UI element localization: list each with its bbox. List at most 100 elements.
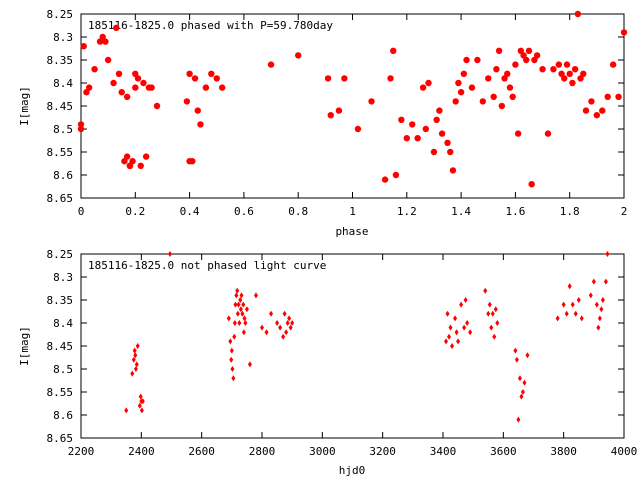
unphased-data-point bbox=[492, 333, 497, 340]
unphased-x-tick-label: 3200 bbox=[369, 445, 396, 458]
phased-data-point bbox=[218, 84, 226, 91]
unphased-data-point bbox=[447, 333, 452, 340]
phased-data-point bbox=[544, 130, 552, 137]
unphased-y-axis-label: I[mag] bbox=[18, 326, 31, 366]
phased-data-point bbox=[593, 112, 601, 119]
phased-data-point bbox=[457, 89, 465, 96]
phased-data-point bbox=[599, 107, 606, 114]
phased-data-point bbox=[99, 33, 106, 41]
phased-data-point bbox=[550, 66, 557, 73]
phased-data-point bbox=[433, 116, 440, 124]
unphased-data-point bbox=[244, 306, 249, 313]
phased-data-point bbox=[129, 158, 136, 165]
unphased-data-point bbox=[573, 310, 578, 317]
phased-data-point bbox=[504, 70, 511, 78]
phased-data-point bbox=[582, 107, 590, 114]
unphased-x-axis-label: hjd0 bbox=[339, 464, 366, 477]
unphased-data-point bbox=[241, 329, 246, 336]
phased-data-point bbox=[479, 98, 487, 105]
phased-x-tick-label: 1.4 bbox=[451, 205, 471, 218]
unphased-x-tick-label: 3400 bbox=[430, 445, 457, 458]
unphased-data-point bbox=[513, 347, 518, 354]
unphased-data-point bbox=[232, 333, 237, 340]
phased-data-point bbox=[327, 112, 334, 119]
phased-data-point bbox=[574, 10, 582, 18]
unphased-data-point bbox=[290, 320, 295, 326]
phased-x-tick-label: 0 bbox=[78, 205, 85, 218]
unphased-data-point bbox=[454, 329, 459, 336]
phased-data-point bbox=[414, 135, 421, 142]
phased-data-point bbox=[102, 38, 109, 45]
unphased-y-ticks: 8.25 8.3 8.35 8.4 8.45 8.5 8.55 8.6 8.65 bbox=[47, 248, 624, 445]
phased-data-point bbox=[533, 52, 541, 59]
unphased-data-point bbox=[240, 310, 245, 317]
phased-chart-title: 185116-1825.0 phased with P=59.780day bbox=[88, 19, 333, 32]
phased-data-point bbox=[512, 61, 519, 68]
unphased-data-point bbox=[487, 301, 492, 308]
phased-data-point bbox=[186, 70, 193, 78]
phased-data-point bbox=[191, 75, 199, 82]
unphased-data-point bbox=[490, 310, 495, 317]
unphased-data-point bbox=[135, 343, 140, 349]
unphased-data-point bbox=[242, 315, 247, 322]
unphased-data-point bbox=[456, 338, 461, 345]
unphased-data-point bbox=[525, 352, 530, 359]
phased-data-point bbox=[523, 56, 530, 64]
phased-points bbox=[77, 10, 628, 188]
phased-data-point bbox=[425, 79, 432, 87]
phased-data-point bbox=[140, 79, 147, 87]
unphased-data-point bbox=[516, 416, 521, 423]
phased-data-point bbox=[113, 24, 120, 31]
phased-data-point bbox=[580, 70, 587, 78]
phased-x-axis-label: phase bbox=[335, 225, 368, 238]
phased-data-point bbox=[208, 70, 215, 78]
unphased-data-point bbox=[234, 292, 239, 299]
unphased-data-point bbox=[132, 347, 137, 354]
phased-data-point bbox=[123, 93, 131, 101]
phased-data-point bbox=[531, 56, 538, 64]
phased-data-point bbox=[115, 70, 123, 78]
phased-data-point bbox=[137, 162, 144, 169]
phased-data-point bbox=[566, 70, 573, 78]
unphased-data-point bbox=[137, 402, 142, 409]
unphased-data-point bbox=[237, 320, 242, 326]
phased-data-point bbox=[571, 66, 579, 73]
unphased-y-tick-label: 8.25 bbox=[47, 248, 74, 261]
phased-data-point bbox=[609, 61, 617, 68]
unphased-data-point bbox=[229, 356, 234, 363]
unphased-data-point bbox=[579, 315, 584, 322]
unphased-data-point bbox=[489, 324, 494, 331]
phased-data-point bbox=[148, 84, 155, 91]
unphased-data-point bbox=[522, 379, 527, 386]
unphased-points bbox=[124, 251, 610, 423]
unphased-data-point bbox=[486, 310, 491, 317]
unphased-data-point bbox=[287, 315, 292, 322]
unphased-data-point bbox=[599, 306, 604, 313]
unphased-x-tick-label: 2600 bbox=[188, 445, 215, 458]
unphased-data-point bbox=[133, 366, 138, 372]
phased-y-tick-label: 8.5 bbox=[53, 123, 73, 136]
phased-data-point bbox=[555, 61, 563, 68]
phased-data-point bbox=[474, 56, 481, 64]
unphased-y-tick-label: 8.3 bbox=[53, 271, 73, 284]
phased-data-point bbox=[490, 93, 497, 101]
phased-data-point bbox=[403, 135, 410, 142]
phased-data-point bbox=[390, 47, 397, 54]
phased-data-point bbox=[409, 121, 416, 128]
phased-data-point bbox=[563, 61, 571, 68]
unphased-data-point bbox=[453, 315, 458, 322]
phased-x-tick-label: 1.2 bbox=[397, 205, 417, 218]
unphased-data-point bbox=[284, 329, 289, 336]
unphased-data-point bbox=[519, 393, 524, 400]
phased-data-point bbox=[183, 98, 191, 105]
unphased-data-point bbox=[596, 324, 601, 331]
unphased-data-point bbox=[230, 366, 235, 372]
phased-data-point bbox=[517, 47, 525, 54]
phased-data-point bbox=[77, 121, 85, 128]
phased-data-point bbox=[91, 66, 98, 73]
unphased-data-point bbox=[275, 320, 280, 326]
unphased-chart-title: 185116-1825.0 not phased light curve bbox=[88, 259, 326, 272]
unphased-data-point bbox=[281, 333, 286, 340]
phased-x-tick-label: 1 bbox=[349, 205, 356, 218]
